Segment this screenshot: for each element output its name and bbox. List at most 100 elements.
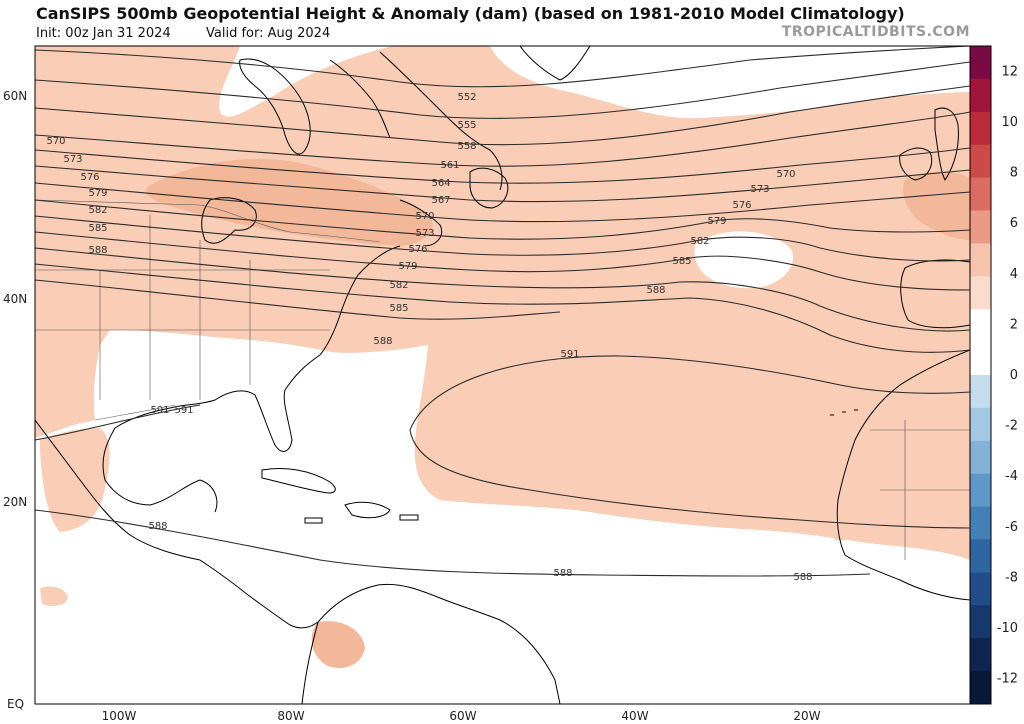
colorbar-tick-label: 10	[1001, 115, 1018, 130]
colorbar-swatch	[970, 473, 991, 508]
colorbar-tick-label: 4	[1010, 267, 1018, 282]
anomaly-shading	[35, 46, 970, 668]
lon-label: 80W	[277, 709, 304, 723]
coast-hispaniola	[344, 501, 391, 519]
colorbar-swatch	[970, 243, 991, 277]
contour-label: 588	[553, 568, 572, 579]
coast-hudson-bay	[239, 58, 311, 155]
colorbar-swatch	[970, 309, 991, 343]
contour-label: 582	[88, 205, 107, 216]
anomaly-sahara	[830, 388, 970, 550]
contour-label: 579	[707, 216, 726, 227]
colorbar-tick-label: -4	[1005, 469, 1018, 484]
contour-label: 588	[793, 572, 812, 583]
colorbar-tick-label: -6	[1005, 520, 1018, 535]
colorbar-tick-label: 12	[1001, 64, 1018, 79]
coast-newfoundland	[469, 167, 509, 209]
contour-label: 585	[88, 223, 107, 234]
colorbar-tick-label: -8	[1005, 570, 1018, 585]
height-contours	[35, 46, 970, 577]
colorbar-swatch	[970, 78, 991, 113]
colorbar-swatch	[970, 605, 991, 639]
colorbar-swatch	[970, 506, 991, 540]
colorbar-swatch	[970, 342, 991, 376]
contour-label: 561	[440, 160, 459, 171]
contour-label: 591	[150, 405, 169, 416]
brand-watermark: TROPICALTIDBITS.COM	[781, 24, 970, 40]
contour-label: 576	[732, 200, 751, 211]
anomaly-pacific	[40, 586, 68, 606]
coast-british-isles	[899, 147, 933, 181]
contour-label: 588	[646, 285, 665, 296]
border-us-mexico	[94, 404, 176, 421]
contour-labels: 552 555 558 561 564 567 570 573 576 579 582 585 588 5…	[46, 92, 812, 583]
colorbar-swatch	[970, 638, 991, 672]
border-us-canada	[35, 199, 381, 243]
contour-label: 582	[389, 280, 408, 291]
lon-label: 40W	[621, 709, 648, 723]
chart-title: CanSIPS 500mb Geopotential Height & Anom…	[36, 4, 905, 23]
border-state-lines	[35, 215, 330, 400]
colorbar-tick-label: 0	[1010, 368, 1018, 383]
init-time: Init: 00z Jan 31 2024	[36, 26, 171, 41]
colorbar-swatch	[970, 210, 991, 244]
contour-label: 573	[415, 228, 434, 239]
contour-label: 588	[88, 245, 107, 256]
colorbar-swatch	[970, 572, 991, 606]
coast-canary-islands	[830, 409, 858, 416]
colorbar: 12 10 8 6 4 2 0 -2 -4 -6 -8 -10 -12	[969, 45, 1018, 705]
contour-label: 576	[80, 172, 99, 183]
coast-gulf-mexico	[102, 407, 218, 513]
colorbar-swatch	[970, 144, 991, 179]
contour-label: 564	[431, 178, 450, 189]
coast-mexico-west	[35, 419, 201, 561]
contour-label: 585	[389, 303, 408, 314]
lon-label: 100W	[102, 709, 137, 723]
coast-central-america	[199, 559, 319, 629]
lat-label: EQ	[7, 697, 24, 711]
anomaly-mexico	[40, 428, 110, 532]
border-africa	[870, 420, 970, 560]
contour-label: 570	[776, 169, 795, 180]
coast-africa-nw	[836, 349, 970, 601]
contour-label: 585	[672, 256, 691, 267]
lat-label: 40N	[3, 292, 27, 306]
colorbar-tick-label: -2	[1005, 419, 1018, 434]
lon-label: 20W	[793, 709, 820, 723]
lat-label: 60N	[3, 89, 27, 103]
coast-puerto-rico	[399, 514, 419, 521]
colorbar-swatch	[970, 177, 991, 211]
contour-label: 579	[398, 261, 417, 272]
contour-label: 570	[46, 136, 65, 147]
colorbar-swatch	[970, 440, 991, 475]
coast-greenland	[519, 46, 591, 81]
colorbar-swatch	[970, 539, 991, 573]
colorbar-swatch	[970, 375, 991, 409]
lon-labels: 100W 80W 60W 40W 20W	[102, 709, 821, 723]
contour-label: 552	[457, 92, 476, 103]
contour-label: 588	[373, 336, 392, 347]
anomaly-core-europe	[903, 171, 970, 240]
colorbar-tick-label: -10	[997, 621, 1018, 636]
contour-label: 573	[750, 184, 769, 195]
coast-great-britain	[934, 107, 959, 181]
contour-label: 567	[431, 195, 450, 206]
contour-label: 591	[174, 405, 193, 416]
lon-label: 60W	[449, 709, 476, 723]
colorbar-frame	[969, 45, 992, 705]
colorbar-swatch	[970, 407, 991, 442]
lat-label: 20N	[3, 495, 27, 509]
colorbar-swatch	[970, 46, 991, 80]
contour-label: 579	[88, 188, 107, 199]
coast-maritimes	[399, 199, 443, 247]
anomaly-gap-azores	[694, 231, 794, 289]
colorbar-tick-label: 8	[1010, 166, 1018, 181]
contour-label: 588	[148, 521, 167, 532]
colorbar-swatch	[970, 276, 991, 310]
colorbar-swatch	[970, 671, 991, 705]
coast-quebec-arctic	[329, 59, 391, 139]
valid-time: Valid for: Aug 2024	[206, 26, 331, 41]
contour-label: 591	[560, 349, 579, 360]
contour-label: 558	[457, 141, 476, 152]
lat-labels: 60N 40N 20N EQ	[3, 89, 27, 711]
